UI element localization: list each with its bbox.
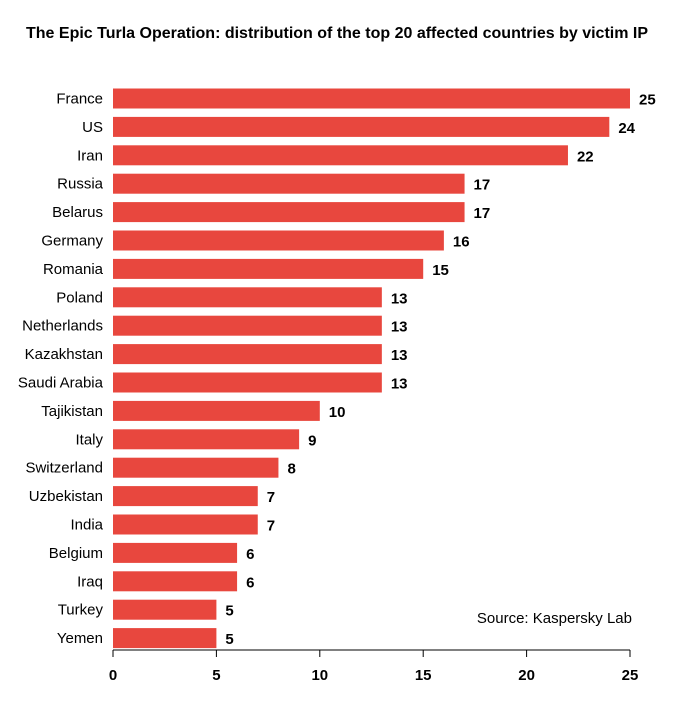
category-label: France xyxy=(56,91,103,108)
category-label: Iraq xyxy=(77,573,103,590)
data-label: 7 xyxy=(267,489,275,506)
bar xyxy=(113,599,217,620)
data-label: 10 xyxy=(329,404,346,421)
x-tick-label: 15 xyxy=(415,667,432,684)
bar xyxy=(113,116,610,137)
chart-title: The Epic Turla Operation: distribution o… xyxy=(26,25,648,42)
bar xyxy=(113,344,382,365)
bar xyxy=(113,400,320,421)
source-note: Source: Kaspersky Lab xyxy=(477,610,632,627)
x-tick-label: 10 xyxy=(311,667,328,684)
bar xyxy=(113,486,258,507)
category-label: Kazakhstan xyxy=(25,346,103,363)
data-label: 13 xyxy=(391,376,408,393)
data-label: 15 xyxy=(432,262,449,279)
data-label: 6 xyxy=(246,546,254,563)
bar xyxy=(113,88,630,109)
bar xyxy=(113,202,465,223)
category-label: Italy xyxy=(75,431,103,448)
bar xyxy=(113,315,382,336)
bar xyxy=(113,287,382,308)
bar xyxy=(113,542,238,563)
bar xyxy=(113,173,465,194)
data-label: 7 xyxy=(267,518,275,535)
category-label: Switzerland xyxy=(25,460,103,477)
bar xyxy=(113,571,238,592)
bar xyxy=(113,258,424,279)
category-label: Iran xyxy=(77,147,103,164)
category-label: Tajikistan xyxy=(41,403,103,420)
category-label: India xyxy=(70,517,103,534)
category-label: Netherlands xyxy=(22,318,103,335)
data-label: 17 xyxy=(474,177,491,194)
category-label: Germany xyxy=(41,233,103,250)
category-label: Saudi Arabia xyxy=(18,375,104,392)
x-axis: 0 5 10 15 20 25 xyxy=(109,649,639,684)
x-tick-label: 25 xyxy=(622,667,639,684)
bar xyxy=(113,429,300,450)
data-label: 5 xyxy=(225,603,233,620)
category-label: Romania xyxy=(43,261,104,278)
category-label: Belarus xyxy=(52,204,103,221)
data-label: 9 xyxy=(308,432,316,449)
x-tick-label: 20 xyxy=(518,667,535,684)
category-label: Poland xyxy=(56,289,103,306)
category-label: Russia xyxy=(57,176,104,193)
category-label: Turkey xyxy=(58,602,104,619)
data-label: 17 xyxy=(474,205,491,222)
data-label: 16 xyxy=(453,234,470,251)
data-label: 5 xyxy=(225,631,233,648)
category-label: US xyxy=(82,119,103,136)
data-label: 13 xyxy=(391,319,408,336)
bar xyxy=(113,457,279,478)
x-tick-label: 0 xyxy=(109,667,117,684)
category-label: Yemen xyxy=(57,630,103,647)
bar xyxy=(113,628,217,649)
bar xyxy=(113,514,258,535)
category-label: Belgium xyxy=(49,545,103,562)
data-label: 22 xyxy=(577,148,594,165)
bar xyxy=(113,230,444,251)
data-label: 25 xyxy=(639,92,656,109)
data-label: 24 xyxy=(618,120,635,137)
bar xyxy=(113,145,568,166)
category-label: Uzbekistan xyxy=(29,488,103,505)
data-label: 8 xyxy=(287,461,295,478)
data-label: 13 xyxy=(391,347,408,364)
x-tick-label: 5 xyxy=(212,667,220,684)
data-label: 6 xyxy=(246,574,254,591)
data-label: 13 xyxy=(391,290,408,307)
bar xyxy=(113,372,382,393)
